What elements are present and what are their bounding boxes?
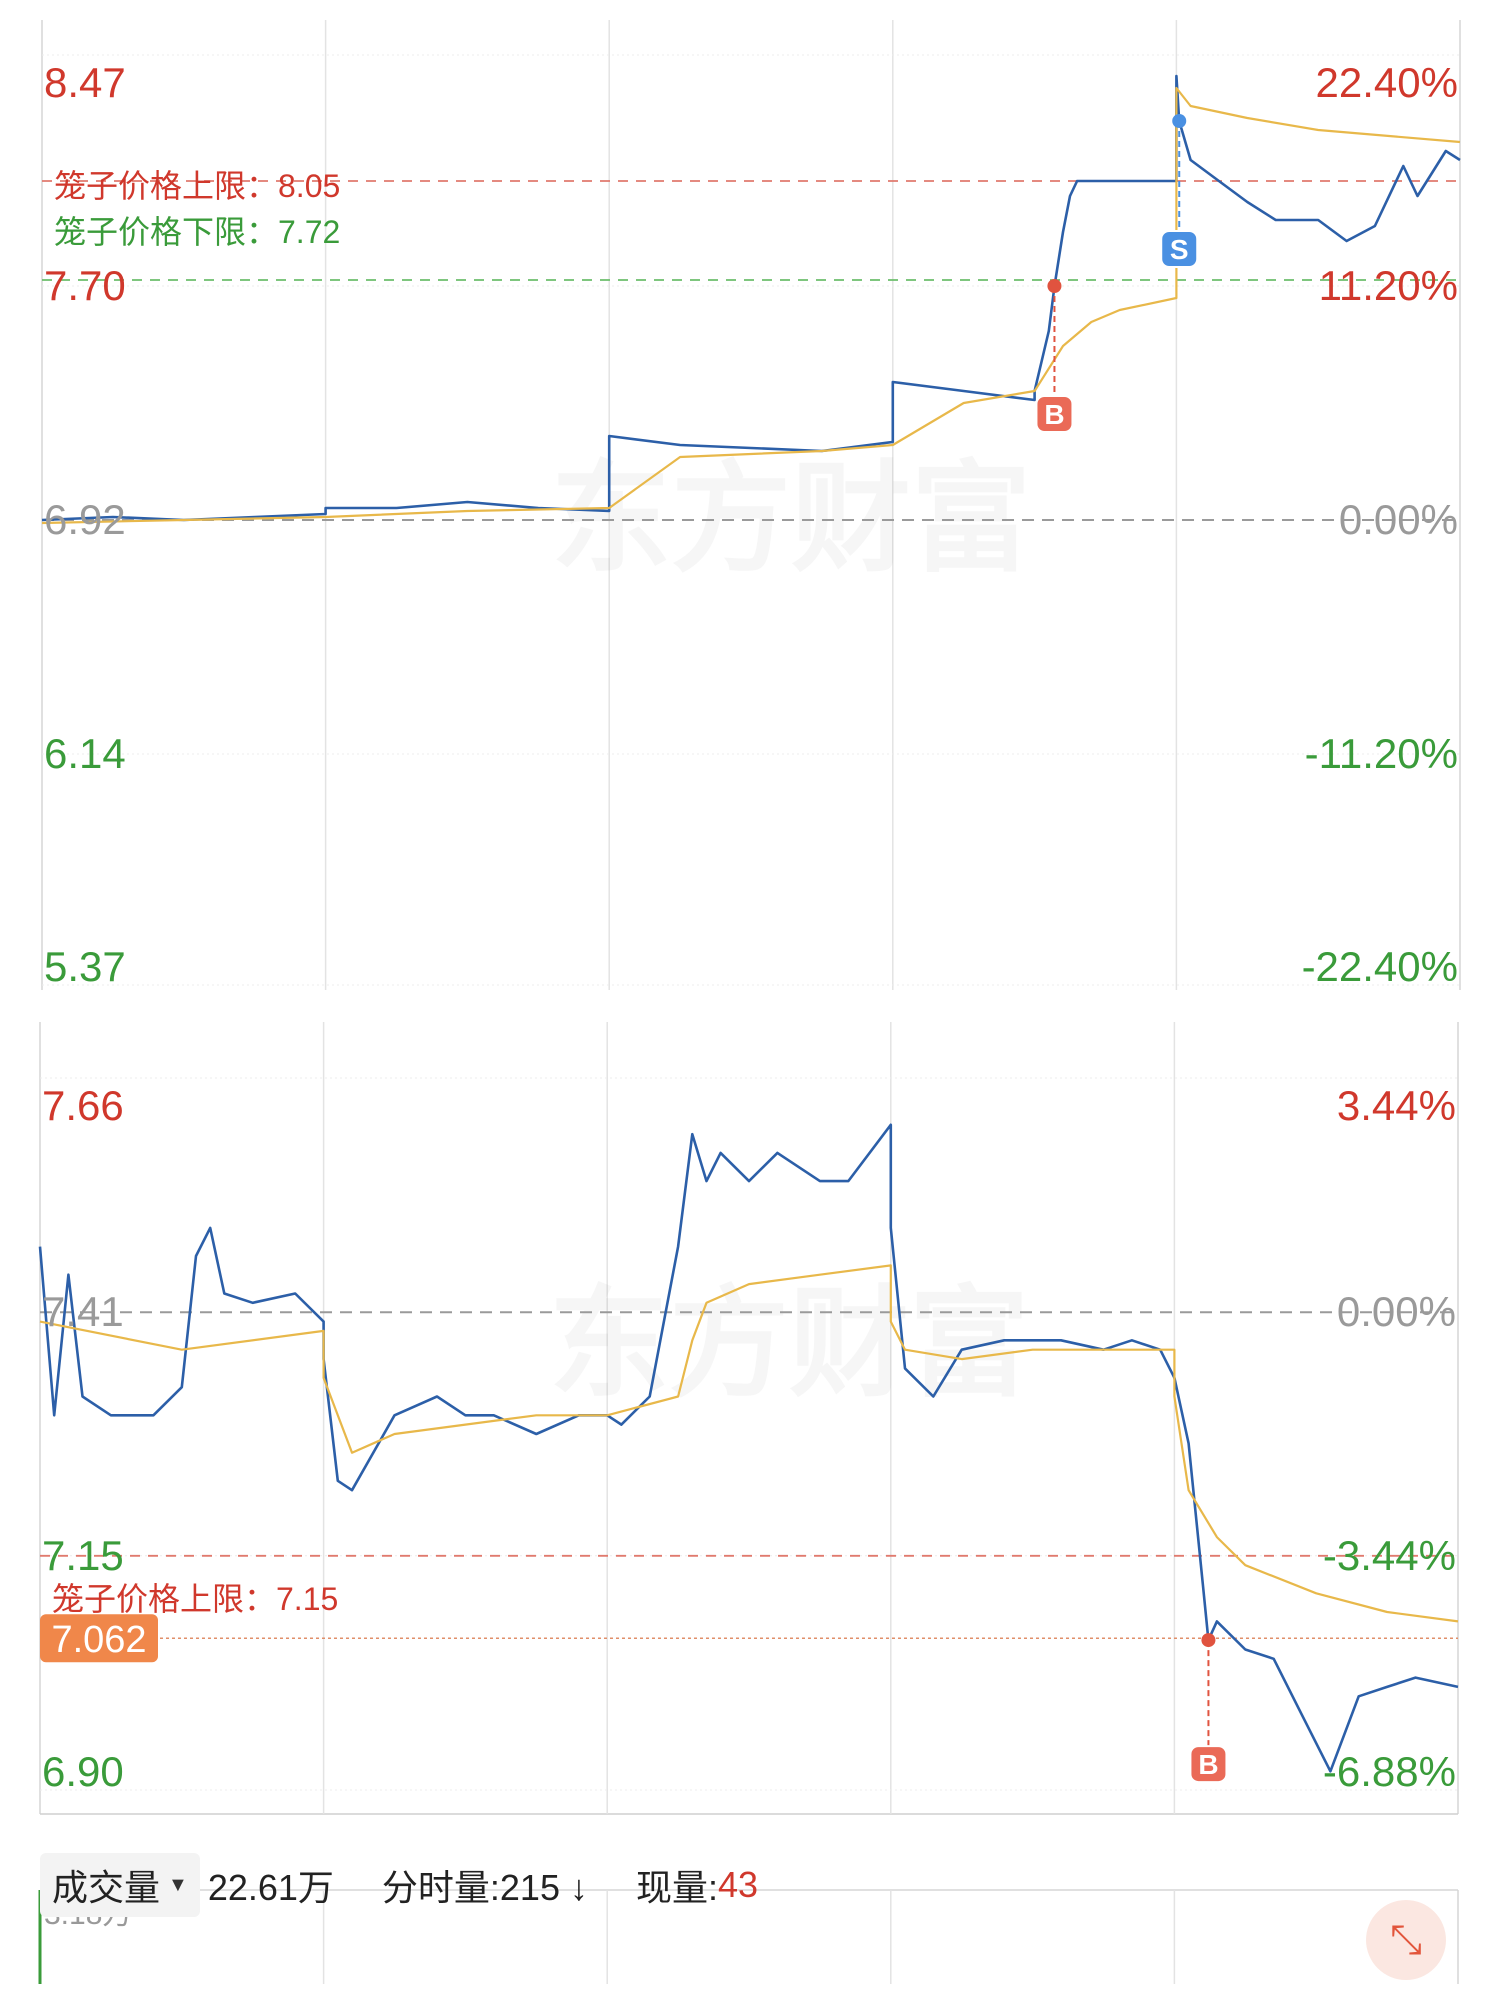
volume-selector-label: 成交量 xyxy=(52,1867,161,1908)
watermark: 东方财富 xyxy=(549,1277,1029,1411)
y-tick-label-left: 8.47 xyxy=(44,59,126,106)
y-tick-label-right: -22.40% xyxy=(1302,943,1458,990)
average-price-line xyxy=(41,86,1461,525)
y-tick-label-left: 6.90 xyxy=(42,1748,124,1795)
current-price-tag xyxy=(40,1614,158,1663)
buy-marker-dot xyxy=(1201,1633,1216,1648)
sell-badge-label: S xyxy=(1170,234,1189,265)
buy-marker-dot xyxy=(1047,279,1062,293)
y-tick-label-left: 6.14 xyxy=(44,730,126,777)
current-volume-value: 43 xyxy=(718,1864,759,1905)
cage-lower-label: 笼子价格下限：7.72 xyxy=(54,214,340,250)
y-tick-label-left: 7.15 xyxy=(42,1532,124,1579)
price-line xyxy=(38,1123,1459,1773)
cage-upper-label: 笼子价格上限：8.05 xyxy=(54,168,340,204)
cage-upper-label: 笼子价格上限：7.15 xyxy=(52,1581,338,1617)
expand-icon[interactable]: ⤡ xyxy=(1366,1900,1446,1980)
y-tick-label-left: 7.66 xyxy=(42,1082,124,1129)
y-tick-label-left: 6.92 xyxy=(44,496,126,543)
current-volume-label: 现量: xyxy=(635,1867,718,1908)
y-tick-label-left: 7.41 xyxy=(42,1288,124,1335)
buy-badge xyxy=(1035,395,1074,433)
minute-volume: 分时量:215 ↓ xyxy=(381,1867,588,1908)
y-tick-label-right: -6.88% xyxy=(1323,1748,1456,1795)
average-price-line xyxy=(39,1264,1459,1623)
y-tick-label-right: 22.40% xyxy=(1316,59,1458,106)
chart-panel-bottom: 东方财富 B 笼子价格上限：7.157.062 7.66 3.44% 7.41 0.00% 7… xyxy=(38,1022,1459,1815)
sell-badge xyxy=(1160,230,1199,268)
y-tick-label-left: 5.37 xyxy=(44,943,126,990)
y-tick-label-right: 0.00% xyxy=(1337,1288,1456,1335)
buy-badge xyxy=(1189,1745,1228,1784)
y-tick-label-right: -11.20% xyxy=(1305,730,1458,777)
y-tick-label-left: 7.70 xyxy=(44,262,126,309)
y-tick-label-right: 11.20% xyxy=(1319,262,1458,309)
volume-selector[interactable]: 成交量 ▼ xyxy=(40,1853,200,1917)
total-volume: 22.61万 xyxy=(207,1867,334,1908)
y-tick-label-right: -3.44% xyxy=(1323,1532,1456,1579)
buy-badge-label: B xyxy=(1044,399,1064,430)
sell-marker-dot xyxy=(1172,114,1187,128)
buy-badge-label: B xyxy=(1198,1749,1218,1780)
y-tick-label-right: 3.44% xyxy=(1337,1082,1456,1129)
y-tick-label-right: 0.00% xyxy=(1339,496,1458,543)
volume-info-bar: 成交量 ▼ 22.61万 分时量:215 ↓ 现量: 43 xyxy=(40,1852,1455,1918)
caret-down-icon: ▼ xyxy=(168,1873,188,1896)
price-line xyxy=(41,74,1461,522)
current-price-tag-label: 7.062 xyxy=(51,1619,146,1661)
